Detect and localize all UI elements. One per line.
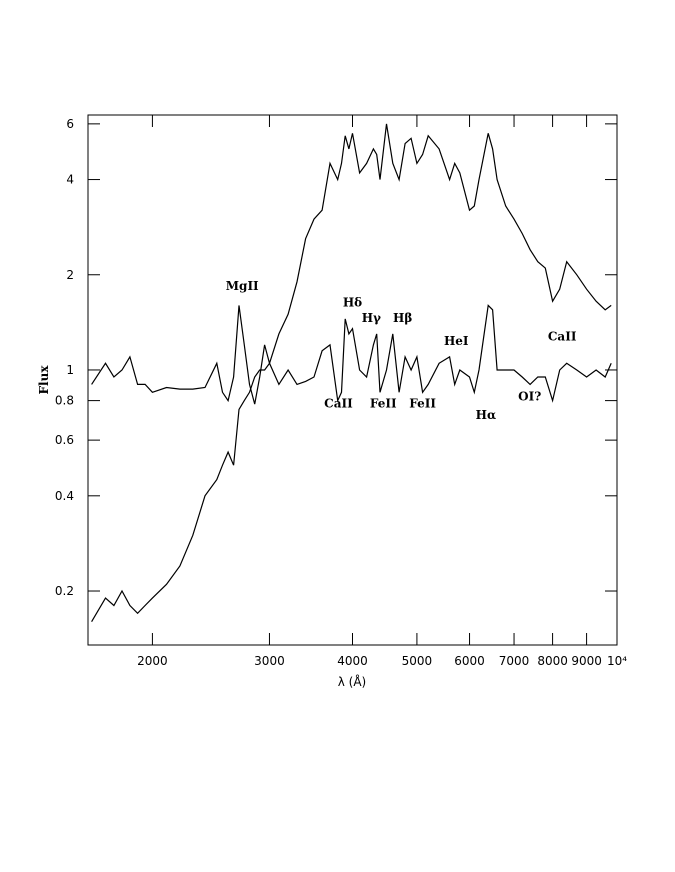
y-tick-label: 1 [66, 363, 74, 377]
y-tick-label: 2 [66, 268, 74, 282]
x-tick-label: 7000 [499, 654, 530, 668]
y-tick-label: 0.2 [55, 584, 74, 598]
line-annotation: Hβ [393, 311, 412, 325]
x-tick-label: 5000 [402, 654, 433, 668]
y-axis-label: Flux [37, 365, 51, 395]
x-tick-label: 10⁴ [607, 654, 627, 668]
y-tick-label: 6 [66, 117, 74, 131]
line-annotation: CaII [548, 329, 577, 343]
spectrum-line [91, 304, 612, 405]
x-axis-label: λ (Å) [338, 674, 367, 689]
line-annotation: HeI [444, 334, 469, 348]
line-annotation: FeII [409, 397, 436, 411]
x-tick-label: 4000 [337, 654, 368, 668]
y-tick-label: 0.6 [55, 433, 74, 447]
line-annotation: FeII [370, 397, 397, 411]
y-tick-label: 4 [66, 173, 74, 187]
y-tick-label: 0.4 [55, 489, 74, 503]
line-annotation: Hδ [343, 295, 362, 309]
line-annotation: MgII [226, 279, 259, 293]
y-tick-label: 0.8 [55, 394, 74, 408]
line-annotation: CaII [324, 397, 353, 411]
x-tick-label: 8000 [537, 654, 568, 668]
plot-frame [87, 114, 618, 646]
spectrum-line [91, 123, 612, 623]
x-tick-label: 3000 [254, 654, 285, 668]
x-tick-label: 6000 [454, 654, 485, 668]
x-tick-label: 2000 [137, 654, 168, 668]
line-annotation: OI? [518, 390, 541, 404]
line-annotation: Hγ [362, 311, 381, 325]
x-tick-label: 9000 [571, 654, 602, 668]
line-annotation: Hα [476, 408, 497, 422]
